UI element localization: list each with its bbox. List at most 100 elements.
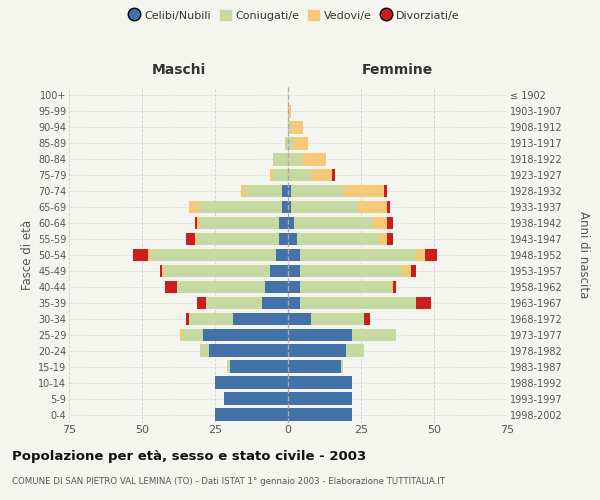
Text: Maschi: Maschi (151, 64, 206, 78)
Bar (288, 408, 352, 420)
Bar (230, 360, 288, 373)
Bar (373, 217, 387, 230)
Bar (387, 217, 393, 230)
Bar (133, 249, 148, 261)
Bar (148, 249, 151, 261)
Bar (288, 264, 299, 277)
Bar (425, 249, 437, 261)
Bar (291, 121, 302, 134)
Bar (341, 360, 343, 373)
Bar (277, 249, 288, 261)
Bar (364, 312, 370, 325)
Bar (387, 233, 393, 245)
Bar (282, 185, 288, 198)
Bar (291, 201, 358, 213)
Text: COMUNE DI SAN PIETRO VAL LEMINA (TO) - Dati ISTAT 1° gennaio 2003 - Elaborazione: COMUNE DI SAN PIETRO VAL LEMINA (TO) - D… (12, 478, 445, 486)
Bar (302, 153, 326, 166)
Bar (288, 392, 352, 405)
Bar (247, 185, 282, 198)
Bar (186, 233, 194, 245)
Bar (288, 137, 294, 149)
Bar (297, 233, 379, 245)
Bar (387, 201, 390, 213)
Bar (206, 296, 262, 309)
Bar (288, 360, 341, 373)
Bar (197, 296, 206, 309)
Bar (180, 328, 183, 341)
Bar (177, 280, 265, 293)
Bar (262, 296, 288, 309)
Bar (299, 296, 416, 309)
Bar (265, 280, 288, 293)
Text: Femmine: Femmine (362, 64, 433, 78)
Bar (227, 360, 230, 373)
Bar (282, 201, 288, 213)
Bar (288, 185, 291, 198)
Bar (233, 312, 288, 325)
Bar (416, 296, 431, 309)
Bar (200, 201, 282, 213)
Bar (352, 328, 396, 341)
Bar (299, 280, 390, 293)
Bar (288, 249, 299, 261)
Bar (385, 185, 387, 198)
Bar (203, 328, 288, 341)
Bar (288, 376, 352, 389)
Bar (410, 264, 416, 277)
Bar (288, 201, 291, 213)
Bar (294, 137, 308, 149)
Bar (358, 201, 387, 213)
Text: Popolazione per età, sesso e stato civile - 2003: Popolazione per età, sesso e stato civil… (12, 450, 366, 463)
Bar (194, 217, 197, 230)
Bar (189, 312, 233, 325)
Bar (416, 249, 425, 261)
Bar (288, 105, 291, 118)
Bar (241, 185, 247, 198)
Bar (274, 169, 288, 181)
Bar (311, 312, 364, 325)
Bar (151, 249, 277, 261)
Bar (294, 217, 373, 230)
Bar (189, 201, 200, 213)
Bar (215, 408, 288, 420)
Bar (215, 376, 288, 389)
Bar (209, 344, 288, 357)
Bar (271, 169, 274, 181)
Bar (299, 249, 416, 261)
Bar (393, 280, 396, 293)
Bar (166, 280, 177, 293)
Bar (166, 264, 271, 277)
Bar (186, 312, 189, 325)
Bar (288, 169, 311, 181)
Bar (288, 233, 297, 245)
Bar (183, 328, 203, 341)
Bar (379, 233, 387, 245)
Y-axis label: Fasce di età: Fasce di età (20, 220, 34, 290)
Bar (288, 280, 299, 293)
Y-axis label: Anni di nascita: Anni di nascita (577, 212, 590, 298)
Bar (346, 344, 364, 357)
Legend: Celibi/Nubili, Coniugati/e, Vedovi/e, Divorziati/e: Celibi/Nubili, Coniugati/e, Vedovi/e, Di… (124, 6, 464, 25)
Bar (288, 153, 302, 166)
Bar (343, 185, 385, 198)
Bar (224, 392, 288, 405)
Bar (279, 217, 288, 230)
Bar (288, 312, 311, 325)
Bar (163, 264, 166, 277)
Bar (200, 344, 209, 357)
Bar (332, 169, 335, 181)
Bar (288, 328, 352, 341)
Bar (288, 217, 294, 230)
Bar (197, 217, 200, 230)
Bar (271, 264, 288, 277)
Bar (279, 233, 288, 245)
Bar (194, 233, 197, 245)
Bar (291, 185, 343, 198)
Bar (288, 344, 346, 357)
Bar (402, 264, 410, 277)
Bar (160, 264, 163, 277)
Bar (288, 121, 291, 134)
Bar (200, 217, 279, 230)
Bar (311, 169, 332, 181)
Bar (299, 264, 402, 277)
